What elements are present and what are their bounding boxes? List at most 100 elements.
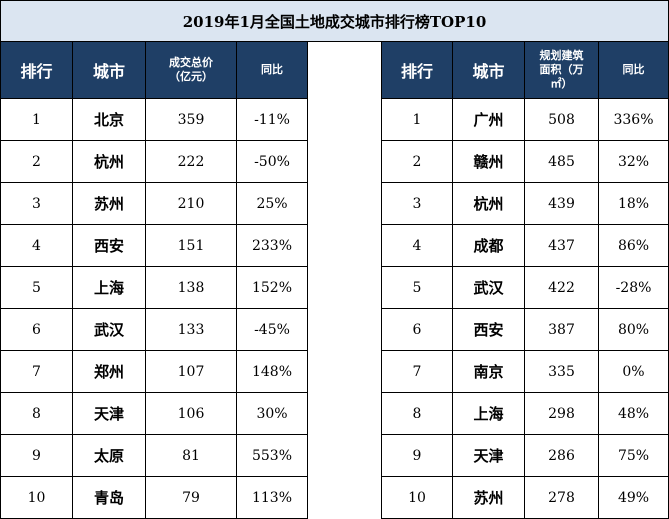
cell-rank: 4 [381, 224, 453, 267]
cell-city: 广州 [452, 98, 525, 141]
cell-yoy: -28% [598, 266, 669, 309]
header-rank: 排行 [0, 41, 73, 99]
table-row: 1 广州 508 336% [381, 98, 669, 141]
table-row: 2 赣州 485 32% [381, 140, 669, 183]
cell-city: 赣州 [452, 140, 525, 183]
cell-rank: 2 [381, 140, 453, 183]
cell-city: 青岛 [72, 476, 146, 519]
cell-yoy: 49% [598, 476, 669, 519]
header-yoy: 同比 [598, 41, 669, 99]
cell-city: 上海 [72, 266, 146, 309]
cell-city: 西安 [72, 224, 146, 267]
header-city: 城市 [452, 41, 525, 99]
table-header-row: 排行 城市 规划建筑 面积（万 ㎡） 同比 [381, 41, 669, 99]
cell-rank: 5 [381, 266, 453, 309]
table-row: 2 杭州 222 -50% [0, 140, 308, 183]
cell-value: 210 [145, 182, 237, 225]
cell-value: 359 [145, 98, 237, 141]
cell-rank: 10 [0, 476, 73, 519]
cell-city: 杭州 [452, 182, 525, 225]
cell-yoy: 86% [598, 224, 669, 267]
header-city: 城市 [72, 41, 146, 99]
table-row: 8 上海 298 48% [381, 392, 669, 435]
cell-rank: 9 [381, 434, 453, 477]
table-row: 3 苏州 210 25% [0, 182, 308, 225]
table-row: 5 武汉 422 -28% [381, 266, 669, 309]
cell-value: 106 [145, 392, 237, 435]
cell-city: 上海 [452, 392, 525, 435]
cell-value: 107 [145, 350, 237, 393]
cell-value: 79 [145, 476, 237, 519]
cell-rank: 1 [381, 98, 453, 141]
table-row: 10 苏州 278 49% [381, 476, 669, 519]
cell-city: 北京 [72, 98, 146, 141]
cell-city: 苏州 [72, 182, 146, 225]
cell-value: 286 [524, 434, 599, 477]
cell-rank: 3 [0, 182, 73, 225]
cell-yoy: 30% [236, 392, 308, 435]
table-row: 7 南京 335 0% [381, 350, 669, 393]
cell-value: 422 [524, 266, 599, 309]
header-planned-area: 规划建筑 面积（万 ㎡） [524, 41, 599, 99]
header-yoy: 同比 [236, 41, 308, 99]
cell-city: 杭州 [72, 140, 146, 183]
cell-yoy: -50% [236, 140, 308, 183]
planned-floor-area-table: 排行 城市 规划建筑 面积（万 ㎡） 同比 1 广州 508 336% 2 赣州 485 32% 3… [381, 41, 669, 519]
cell-rank: 2 [0, 140, 73, 183]
cell-rank: 1 [0, 98, 73, 141]
cell-city: 成都 [452, 224, 525, 267]
cell-value: 439 [524, 182, 599, 225]
table-row: 9 天津 286 75% [381, 434, 669, 477]
table-row: 10 青岛 79 113% [0, 476, 308, 519]
cell-value: 298 [524, 392, 599, 435]
sheet-title: 2019年1月全国土地成交城市排行榜TOP10 [0, 0, 669, 42]
cell-yoy: 148% [236, 350, 308, 393]
cell-value: 508 [524, 98, 599, 141]
cell-city: 南京 [452, 350, 525, 393]
table-row: 9 太原 81 553% [0, 434, 308, 477]
land-transaction-value-table: 排行 城市 成交总价 （亿元） 同比 1 北京 359 -11% 2 杭州 222 -50% 3 苏… [0, 41, 308, 519]
cell-yoy: 553% [236, 434, 308, 477]
cell-yoy: 233% [236, 224, 308, 267]
table-row: 4 西安 151 233% [0, 224, 308, 267]
cell-value: 222 [145, 140, 237, 183]
cell-rank: 8 [0, 392, 73, 435]
table-row: 8 天津 106 30% [0, 392, 308, 435]
cell-value: 133 [145, 308, 237, 351]
cell-rank: 6 [0, 308, 73, 351]
cell-value: 151 [145, 224, 237, 267]
cell-yoy: 32% [598, 140, 669, 183]
cell-value: 278 [524, 476, 599, 519]
table-row: 6 西安 387 80% [381, 308, 669, 351]
cell-yoy: 75% [598, 434, 669, 477]
cell-rank: 5 [0, 266, 73, 309]
cell-rank: 7 [0, 350, 73, 393]
cell-yoy: 18% [598, 182, 669, 225]
cell-city: 西安 [452, 308, 525, 351]
cell-rank: 4 [0, 224, 73, 267]
cell-rank: 8 [381, 392, 453, 435]
cell-value: 138 [145, 266, 237, 309]
header-total-price-text: 成交总价 （亿元） [169, 56, 213, 83]
cell-value: 81 [145, 434, 237, 477]
cell-yoy: -11% [236, 98, 308, 141]
cell-city: 武汉 [72, 308, 146, 351]
cell-city: 天津 [72, 392, 146, 435]
cell-yoy: 48% [598, 392, 669, 435]
cell-city: 苏州 [452, 476, 525, 519]
cell-city: 郑州 [72, 350, 146, 393]
cell-yoy: 80% [598, 308, 669, 351]
cell-yoy: 25% [236, 182, 308, 225]
table-row: 7 郑州 107 148% [0, 350, 308, 393]
cell-value: 335 [524, 350, 599, 393]
table-row: 6 武汉 133 -45% [0, 308, 308, 351]
cell-city: 天津 [452, 434, 525, 477]
cell-rank: 3 [381, 182, 453, 225]
cell-yoy: 113% [236, 476, 308, 519]
header-rank: 排行 [381, 41, 453, 99]
table-row: 3 杭州 439 18% [381, 182, 669, 225]
header-planned-area-text: 规划建筑 面积（万 ㎡） [539, 49, 584, 90]
cell-rank: 6 [381, 308, 453, 351]
cell-yoy: -45% [236, 308, 308, 351]
